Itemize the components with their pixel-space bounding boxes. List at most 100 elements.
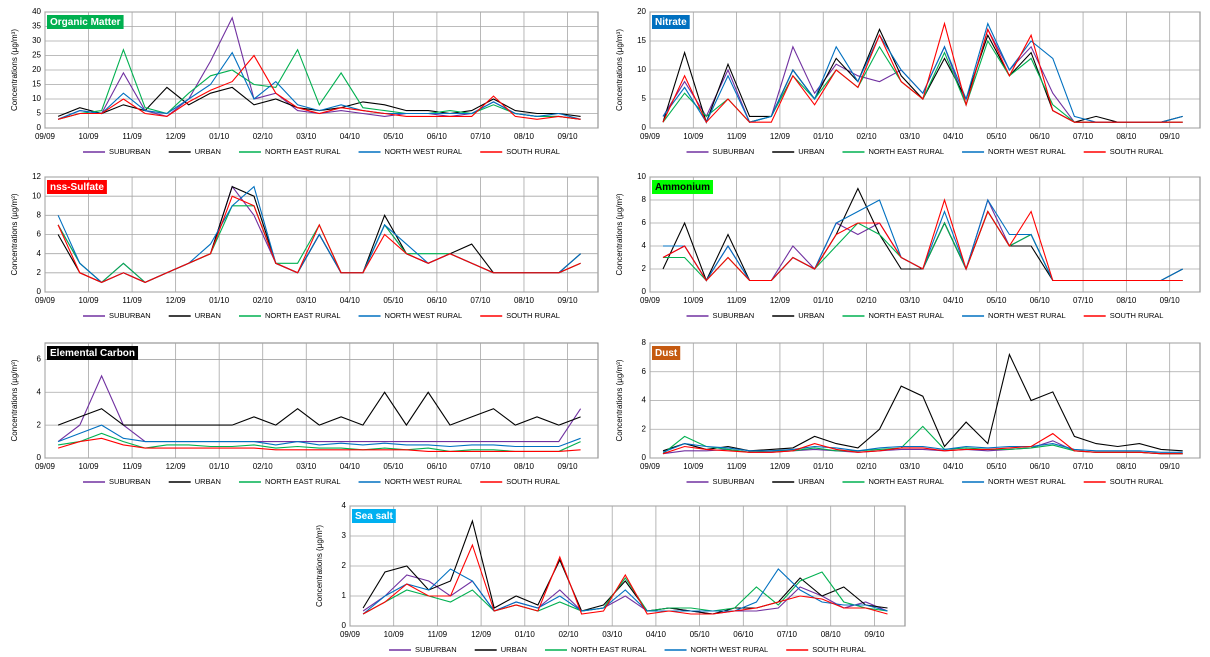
x-tick-label: 02/10 [857, 462, 878, 471]
legend-label: URBAN [798, 311, 824, 320]
y-tick-label: 40 [32, 7, 41, 16]
legend-label: URBAN [798, 147, 824, 156]
y-tick-label: 10 [32, 191, 41, 200]
y-axis-label: Concentrations (µg/m³) [615, 359, 624, 441]
x-tick-label: 07/10 [470, 132, 491, 141]
y-tick-label: 2 [642, 264, 647, 273]
legend-label: URBAN [501, 645, 527, 652]
x-tick-label: 01/10 [813, 132, 834, 141]
x-tick-label: 02/10 [857, 296, 878, 305]
y-tick-label: 0 [37, 123, 42, 132]
x-tick-label: 11/09 [122, 462, 142, 471]
y-tick-label: 6 [37, 355, 42, 364]
title-box [47, 15, 124, 29]
title-box [652, 15, 690, 29]
x-tick-label: 03/10 [296, 462, 317, 471]
x-tick-label: 10/09 [79, 296, 100, 305]
x-tick-label: 04/10 [340, 462, 361, 471]
chart-panel: 0 5 10 15 20 25 30 35 40 09/09 10/09 11/09 12/09 01/1… [10, 7, 599, 156]
x-tick-label: 11/09 [727, 462, 747, 471]
x-tick-label: 03/10 [296, 296, 317, 305]
y-tick-label: 10 [637, 172, 646, 181]
x-tick-label: 11/09 [727, 296, 747, 305]
x-tick-label: 08/10 [1116, 132, 1137, 141]
x-tick-label: 09/09 [340, 630, 361, 639]
plot-area [649, 176, 1201, 293]
y-tick-label: 20 [637, 7, 646, 16]
legend-label: NORTH EAST RURAL [868, 477, 944, 486]
x-tick-label: 10/09 [683, 132, 704, 141]
legend-label: NORTH WEST RURAL [385, 477, 463, 486]
x-tick-label: 09/09 [640, 462, 661, 471]
x-tick-label: 05/10 [986, 296, 1007, 305]
x-tick-label: 06/10 [733, 630, 754, 639]
legend-label: NORTH EAST RURAL [265, 147, 341, 156]
legend-label: NORTH EAST RURAL [868, 311, 944, 320]
y-tick-label: 35 [32, 22, 41, 31]
chart-panel: 0 5 10 15 20 09/09 10/09 11/09 12/09 01/10 02/10 03… [615, 7, 1201, 156]
y-tick-label: 0 [642, 453, 647, 462]
x-tick-label: 06/10 [1030, 296, 1051, 305]
x-tick-label: 10/09 [683, 296, 704, 305]
x-tick-label: 03/10 [602, 630, 623, 639]
y-tick-label: 0 [37, 287, 42, 296]
legend-label: NORTH EAST RURAL [571, 645, 647, 652]
legend: SUBURBAN URBAN NORTH EAST RURAL NORTH WEST … [686, 147, 1163, 156]
series-line [57, 54, 581, 120]
x-tick-label: 09/09 [640, 296, 661, 305]
x-tick-label: 07/10 [777, 630, 798, 639]
y-tick-label: 15 [32, 80, 41, 89]
legend-label: NORTH EAST RURAL [868, 147, 944, 156]
title-box [47, 346, 139, 360]
y-tick-label: 20 [32, 65, 41, 74]
legend-label: URBAN [798, 477, 824, 486]
x-tick-label: 09/10 [1160, 296, 1181, 305]
legend-label: SOUTH RURAL [1110, 477, 1164, 486]
x-tick-label: 11/09 [428, 630, 448, 639]
x-tick-label: 03/10 [900, 462, 921, 471]
series-line [362, 543, 888, 615]
legend-label: URBAN [195, 477, 221, 486]
series-line [362, 568, 888, 615]
x-tick-label: 06/10 [427, 296, 448, 305]
y-tick-label: 0 [642, 123, 647, 132]
legend-label: SUBURBAN [109, 147, 151, 156]
x-tick-label: 05/10 [383, 132, 404, 141]
x-tick-label: 11/09 [122, 296, 142, 305]
x-tick-label: 08/10 [1116, 296, 1137, 305]
y-tick-label: 2 [642, 424, 647, 433]
chart-panel: 0 1 2 3 4 09/09 10/09 11/09 12/09 01/10 02/10 03/10… [315, 501, 906, 654]
x-tick-label: 02/10 [253, 462, 274, 471]
x-tick-label: 09/10 [558, 462, 579, 471]
series-line [57, 391, 581, 427]
x-tick-label: 06/10 [427, 132, 448, 141]
chart-panel: 0 2 4 6 09/09 10/09 11/09 12/09 01/10 02/10 03/10 0… [10, 342, 599, 486]
x-tick-label: 08/10 [1116, 462, 1137, 471]
legend: SUBURBAN URBAN NORTH EAST RURAL NORTH WEST … [83, 477, 560, 486]
plot-area [44, 342, 599, 459]
x-tick-label: 06/10 [1030, 462, 1051, 471]
x-tick-label: 11/09 [727, 132, 747, 141]
legend-label: NORTH WEST RURAL [385, 311, 463, 320]
y-axis-label: Concentrations (µg/m³) [10, 193, 19, 275]
x-tick-label: 04/10 [943, 296, 964, 305]
legend: SUBURBAN URBAN NORTH EAST RURAL NORTH WEST … [686, 311, 1163, 320]
x-tick-label: 01/10 [813, 296, 834, 305]
y-tick-label: 2 [342, 561, 347, 570]
x-tick-label: 08/10 [514, 296, 535, 305]
x-tick-label: 01/10 [209, 132, 230, 141]
x-tick-label: 03/10 [900, 296, 921, 305]
y-tick-label: 6 [37, 230, 42, 239]
y-axis-label: Concentrations (µg/m³) [315, 525, 324, 607]
x-tick-label: 09/09 [35, 132, 56, 141]
x-tick-label: 10/09 [384, 630, 405, 639]
y-tick-label: 5 [37, 109, 42, 118]
x-tick-label: 10/09 [79, 462, 100, 471]
legend-label: NORTH WEST RURAL [988, 311, 1066, 320]
x-tick-label: 04/10 [340, 296, 361, 305]
title-box [47, 180, 107, 194]
y-axis-label: Concentrations (µg/m³) [615, 193, 624, 275]
x-tick-label: 12/09 [770, 296, 791, 305]
x-tick-label: 03/10 [296, 132, 317, 141]
